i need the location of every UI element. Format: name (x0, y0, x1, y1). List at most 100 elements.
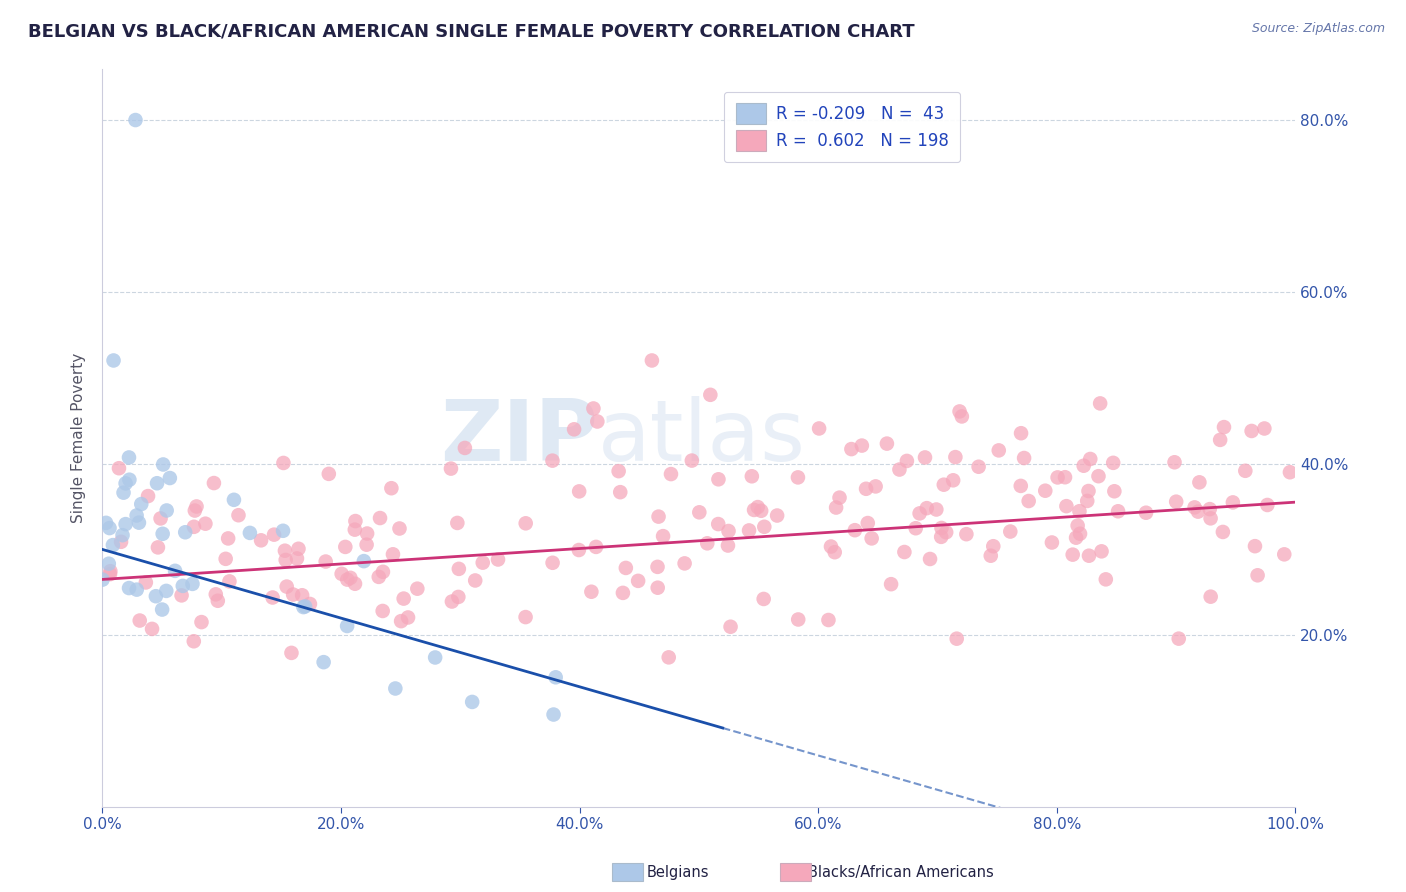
Point (1256, 498, 1278, 512)
Point (128, 516, 150, 530)
Point (942, 473, 965, 487)
Point (110, 534, 132, 549)
Point (285, 551, 308, 566)
Point (336, 619, 359, 633)
Point (190, 615, 212, 629)
Point (787, 612, 810, 626)
Y-axis label: Single Female Poverty: Single Female Poverty (72, 352, 86, 523)
Point (396, 610, 419, 624)
Point (647, 559, 669, 574)
Point (914, 450, 936, 465)
Point (1187, 505, 1209, 519)
Point (250, 533, 273, 548)
Point (98, 521, 121, 535)
Point (981, 539, 1004, 553)
Point (1212, 524, 1234, 539)
Point (128, 614, 150, 628)
Point (454, 441, 477, 455)
Point (717, 524, 740, 538)
Point (1102, 456, 1125, 470)
Point (1090, 544, 1112, 558)
Point (298, 597, 321, 611)
Point (1104, 484, 1126, 499)
Point (146, 541, 169, 555)
Point (1040, 535, 1063, 549)
Point (150, 602, 173, 616)
Point (91, 573, 114, 587)
Point (239, 525, 262, 540)
Point (1073, 458, 1095, 473)
Point (461, 695, 484, 709)
Point (515, 610, 537, 624)
Point (228, 508, 250, 523)
Point (652, 529, 675, 543)
Point (183, 520, 205, 534)
Point (94, 516, 117, 530)
Point (356, 538, 378, 552)
Point (1010, 479, 1032, 493)
Point (945, 632, 967, 646)
Text: atlas: atlas (598, 396, 806, 479)
Point (1107, 504, 1129, 518)
Point (101, 538, 124, 552)
Point (749, 504, 772, 518)
Point (1199, 511, 1222, 525)
Point (855, 482, 877, 496)
Point (1272, 547, 1295, 561)
Point (159, 471, 181, 485)
Point (896, 454, 918, 468)
Point (336, 573, 359, 587)
Point (627, 574, 650, 588)
Point (392, 591, 415, 606)
Point (820, 540, 842, 554)
Text: Blacks/African Americans: Blacks/African Americans (808, 865, 994, 880)
Point (1167, 632, 1189, 646)
Point (186, 500, 208, 514)
Point (174, 525, 197, 540)
Point (932, 477, 955, 491)
Point (688, 505, 710, 519)
Point (707, 472, 730, 486)
Point (384, 681, 406, 696)
Point (825, 500, 848, 515)
Point (787, 470, 810, 484)
Point (222, 492, 245, 507)
Point (844, 523, 866, 537)
Point (980, 549, 1002, 563)
Point (741, 469, 763, 483)
Point (339, 571, 361, 585)
Point (111, 528, 134, 542)
Point (766, 508, 789, 523)
Point (292, 600, 315, 615)
Point (274, 553, 297, 567)
Point (515, 516, 537, 531)
Point (562, 422, 585, 436)
Point (1053, 470, 1076, 484)
Point (612, 586, 634, 600)
Point (343, 576, 366, 591)
Point (262, 591, 284, 605)
Point (112, 485, 135, 500)
Point (464, 574, 486, 588)
Point (389, 614, 412, 628)
Point (659, 467, 682, 481)
Point (647, 581, 669, 595)
Point (1209, 433, 1232, 447)
Point (156, 503, 179, 517)
Point (204, 587, 226, 601)
Point (908, 507, 931, 521)
Point (271, 524, 294, 538)
Point (918, 552, 941, 566)
Point (129, 497, 152, 511)
Point (673, 557, 696, 571)
Point (152, 526, 174, 541)
Point (681, 453, 703, 467)
Point (1069, 504, 1091, 518)
Point (330, 566, 353, 581)
Point (381, 547, 404, 561)
Point (371, 565, 394, 579)
Point (287, 541, 309, 556)
Point (1088, 396, 1111, 410)
Point (170, 588, 193, 602)
Point (276, 580, 298, 594)
